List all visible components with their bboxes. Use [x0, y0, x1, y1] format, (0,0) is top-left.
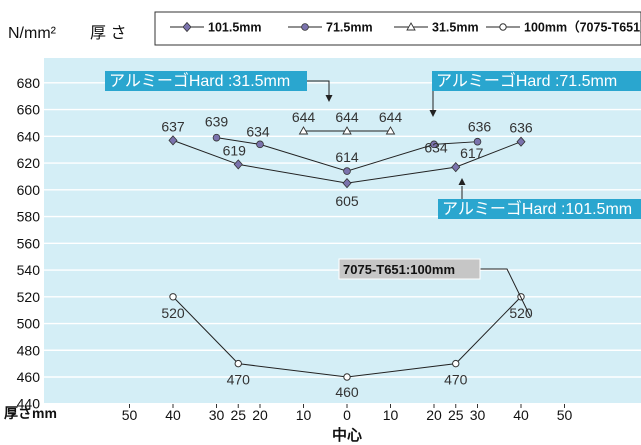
callout-box	[105, 71, 307, 91]
legend-box	[154, 11, 641, 46]
y-axis-ticks: 440 460 480 500 520 540 560 580 600 620 640 660 680	[17, 75, 41, 412]
data-point-marker	[343, 373, 351, 381]
legend-label: 31.5mm	[432, 21, 479, 35]
x-tick-label: 0	[343, 407, 351, 423]
data-label: 634	[424, 139, 448, 155]
data-label: 619	[223, 142, 247, 158]
legend-label: 101.5mm	[208, 21, 262, 35]
x-tick-label: 30	[470, 407, 486, 423]
callout-label: 7075-T651:100mm	[343, 262, 455, 277]
data-label: 605	[335, 193, 359, 209]
y-tick-label: 600	[17, 182, 41, 198]
callout-label: アルミーゴHard :71.5mm	[436, 71, 617, 90]
data-label: 470	[227, 372, 251, 388]
legend-marker	[499, 23, 507, 31]
y-tick-label: 440	[17, 396, 41, 412]
legend-marker	[301, 23, 309, 31]
data-point-marker	[342, 178, 352, 189]
y-tick-label: 660	[17, 102, 41, 118]
thickness-label: 厚 さ	[90, 24, 126, 42]
legend: 101.5mm 71.5mm 31.5mm 100mm（7075-T651）	[154, 11, 641, 46]
y-tick-label: 520	[17, 289, 41, 305]
plot-area	[44, 58, 641, 404]
callout-box	[432, 71, 641, 91]
x-tick-label: 50	[557, 407, 573, 423]
x-tick-label: 20	[426, 407, 442, 423]
data-label: 634	[246, 123, 270, 139]
data-point-marker	[516, 136, 526, 147]
x-axis-ticks: 50 40 30 25 20 10 0 10 20 25 30 40 50	[122, 404, 573, 423]
data-label: 614	[335, 149, 359, 165]
y-tick-label: 460	[17, 369, 41, 385]
y-tick-label: 560	[17, 235, 41, 251]
x-tick-label: 10	[383, 407, 399, 423]
x-tick-label: 40	[165, 407, 181, 423]
callout-arrowhead	[429, 110, 437, 117]
data-point-marker	[256, 140, 264, 149]
data-labels-layer: 637 619 605 617 636 639 634 614 634 636 644 644 644 5…	[161, 109, 533, 400]
data-label: 520	[161, 305, 185, 321]
x-tick-label: 50	[122, 407, 138, 423]
y-tick-label: 620	[17, 155, 41, 171]
data-label: 636	[509, 120, 533, 136]
x-tick-label: 25	[448, 407, 464, 423]
callout-leader	[307, 80, 330, 96]
data-point-marker	[473, 137, 482, 146]
data-point-marker	[168, 135, 178, 146]
legend-marker	[182, 21, 192, 33]
data-point-marker	[343, 167, 351, 175]
data-point-marker	[298, 126, 309, 135]
callout-leader	[480, 268, 531, 317]
data-label: 644	[292, 109, 316, 125]
data-label: 644	[335, 109, 359, 125]
x-tick-label: 10	[296, 407, 312, 423]
data-point-marker	[212, 133, 221, 142]
y-tick-label: 580	[17, 209, 41, 225]
data-point-marker	[385, 126, 396, 135]
x-tick-label: 40	[513, 407, 529, 423]
y-tick-label: 500	[17, 316, 41, 332]
legend-label: 100mm（7075-T651）	[524, 20, 641, 35]
callout-label: アルミーゴHard :101.5mm	[442, 199, 632, 218]
data-label: 520	[509, 305, 533, 321]
y-tick-label: 540	[17, 262, 41, 278]
x-axis-corner-label: 厚さmm	[4, 405, 57, 421]
callout-arrowhead	[458, 178, 466, 185]
data-label: 639	[205, 114, 229, 130]
y-unit-label: N/mm²	[8, 25, 57, 42]
data-label: 644	[379, 109, 403, 125]
callout-arrowhead	[325, 95, 333, 102]
y-tick-label: 480	[17, 342, 41, 358]
data-point-marker	[234, 359, 242, 368]
grid-lines	[44, 82, 641, 405]
data-point-marker	[452, 359, 460, 368]
data-label: 460	[335, 384, 359, 400]
data-label: 470	[444, 372, 468, 388]
data-label: 637	[161, 118, 185, 134]
data-label: 617	[460, 145, 484, 161]
x-tick-label: 25	[230, 407, 246, 423]
y-tick-label: 680	[17, 75, 41, 91]
callout-box	[438, 199, 641, 219]
callouts-layer: アルミーゴHard :31.5mm アルミーゴHard :71.5mm アルミーゴH…	[105, 71, 641, 317]
callout-box	[338, 258, 481, 280]
data-point-marker	[169, 293, 177, 301]
x-tick-label: 30	[209, 407, 225, 423]
series-layer	[168, 126, 526, 381]
data-point-marker	[430, 140, 438, 149]
x-tick-label: 20	[252, 407, 268, 423]
x-axis-label: 中心	[332, 426, 362, 444]
data-point-marker	[451, 161, 461, 173]
legend-marker	[406, 22, 416, 31]
data-label: 636	[468, 119, 492, 135]
legend-label: 71.5mm	[326, 21, 373, 35]
y-tick-label: 640	[17, 128, 41, 144]
data-point-marker	[233, 159, 243, 170]
data-point-marker	[342, 126, 352, 135]
callout-label: アルミーゴHard :31.5mm	[109, 71, 290, 90]
